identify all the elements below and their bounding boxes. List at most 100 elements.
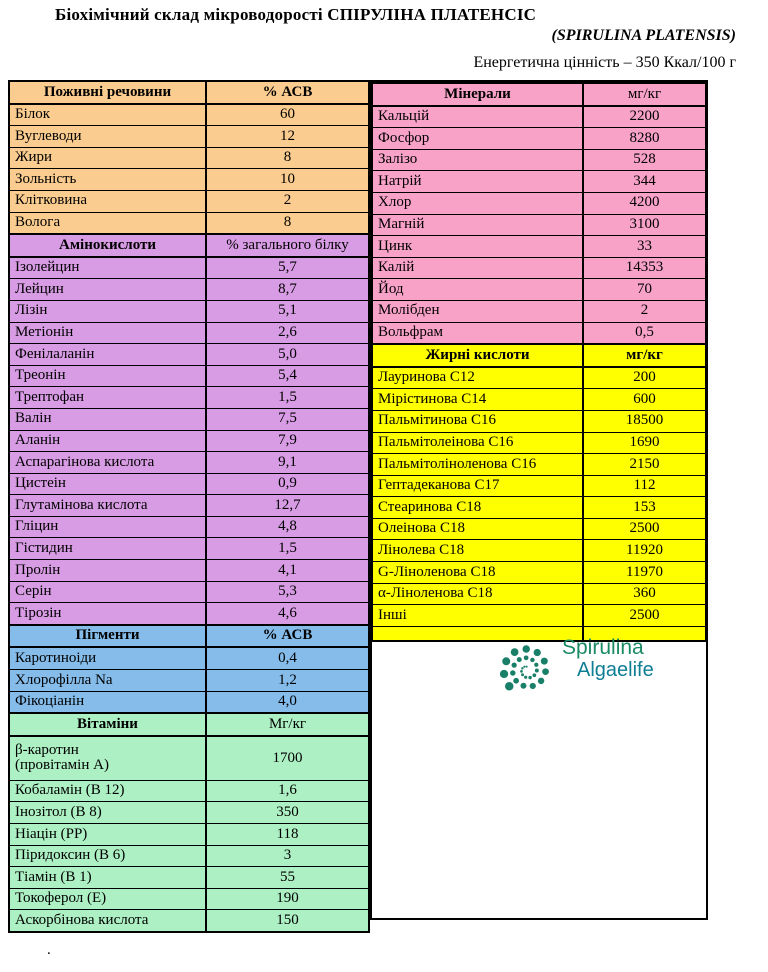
row-label-cell: Молібден <box>372 299 584 323</box>
data-row: Стеаринова С18 153 <box>372 496 706 519</box>
data-row: Метіонін 2,6 <box>8 321 370 345</box>
data-row: Серін 5,3 <box>8 580 370 604</box>
row-value-cell: 5,7 <box>205 256 370 280</box>
row-label-cell: Токоферол (Е) <box>8 887 207 911</box>
row-label-cell: Трептофан <box>8 386 207 409</box>
data-row: Мірістинова С14 600 <box>372 388 706 411</box>
row-label-cell: Серін <box>8 580 207 604</box>
data-row: Каротиноіди 0,4 <box>8 646 370 671</box>
row-label-cell: Цинк <box>372 235 584 258</box>
row-label-cell: Олеінова С18 <box>372 517 584 541</box>
data-row: β-каротин (провітамін А) 1700 <box>8 735 370 781</box>
data-row: Глутамінова кислота 12,7 <box>8 494 370 517</box>
data-row: Вуглеводи 12 <box>8 125 370 148</box>
row-value-cell: 12,7 <box>205 494 370 517</box>
row-label-cell: α-Ліноленова С18 <box>372 582 584 606</box>
row-value-cell: 0,9 <box>205 472 370 496</box>
row-value-cell: 1700 <box>205 735 370 781</box>
row-value-cell: 11970 <box>582 561 706 584</box>
row-value-cell: 60 <box>205 103 370 127</box>
row-value-cell: 344 <box>582 170 706 193</box>
row-label-cell: Лінолева С18 <box>372 539 584 563</box>
row-value-cell: 55 <box>205 866 370 889</box>
row-label-cell: Треонін <box>8 364 207 388</box>
row-label-cell: Зольність <box>8 168 207 191</box>
section-title-cell: Пігменти <box>8 623 207 649</box>
row-label-cell: G-Ліноленова С18 <box>372 561 584 584</box>
row-label-cell: Залізо <box>372 148 584 172</box>
row-value-cell: 1,5 <box>205 386 370 409</box>
row-label-cell: Волога <box>8 211 207 235</box>
logo-text: Spirulina Algaelife <box>562 636 654 681</box>
row-value-cell: 1,2 <box>205 669 370 692</box>
row-label-cell: Йод <box>372 278 584 301</box>
row-label-cell: Гліцин <box>8 515 207 539</box>
data-row: Фенілаланін 5,0 <box>8 343 370 366</box>
row-label-cell: Фікоціанін <box>8 690 207 714</box>
data-row: Магній 3100 <box>372 213 706 237</box>
right-composition-table: Мінерали мг/кг Кальцій 2200 Фосфор 8280 Залізо… <box>372 82 706 642</box>
row-label-cell: Вуглеводи <box>8 125 207 148</box>
row-value-cell: 2500 <box>582 517 706 541</box>
section-header-row: Мінерали мг/кг <box>372 82 706 107</box>
row-label-cell: Фосфор <box>372 127 584 150</box>
row-label-cell: Інозітол (В 8) <box>8 801 207 824</box>
row-value-cell: 2 <box>205 189 370 213</box>
row-label-cell: Аланін <box>8 429 207 453</box>
section-header-row: Вітаміни Мг/кг <box>8 712 370 737</box>
row-value-cell: 2,6 <box>205 321 370 345</box>
data-row: Гістидин 1,5 <box>8 537 370 561</box>
row-label-cell: Клітковина <box>8 189 207 213</box>
row-value-cell: 153 <box>582 496 706 519</box>
row-label-cell: Тірозін <box>8 602 207 626</box>
section-unit-cell: мг/кг <box>582 343 706 368</box>
row-label-cell: Фенілаланін <box>8 343 207 366</box>
section-unit-cell: мг/кг <box>582 82 706 107</box>
section-title-cell: Мінерали <box>372 82 584 107</box>
data-row: Пальмітинова С16 18500 <box>372 409 706 433</box>
left-composition-table: Поживні речовини% АСВ Білок 60 Вуглеводи 12 Ж… <box>8 80 370 933</box>
row-label-cell: Мірістинова С14 <box>372 388 584 411</box>
row-value-cell: 12 <box>205 125 370 148</box>
data-row: Аспарагінова кислота 9,1 <box>8 451 370 474</box>
section-title-cell: Поживні речовини <box>8 80 207 105</box>
data-row: Інозітол (В 8) 350 <box>8 801 370 824</box>
row-label-cell: Натрій <box>372 170 584 193</box>
data-row: Валін 7,5 <box>8 407 370 431</box>
row-value-cell: 8,7 <box>205 278 370 301</box>
row-label-cell: Лейцин <box>8 278 207 301</box>
data-row: Волога 8 <box>8 211 370 235</box>
row-value-cell: 4,8 <box>205 515 370 539</box>
data-row: Лейцин 8,7 <box>8 278 370 301</box>
row-value-cell: 2500 <box>582 604 706 627</box>
data-row: Піридоксин (В 6) 3 <box>8 844 370 868</box>
row-value-cell: 18500 <box>582 409 706 433</box>
row-label-cell: Лізін <box>8 299 207 323</box>
page-title: Біохімічний склад мікроводорості СПІРУЛІ… <box>55 5 537 24</box>
data-row: Інші 2500 <box>372 604 706 627</box>
row-value-cell: 2 <box>582 299 706 323</box>
row-label-cell: Магній <box>372 213 584 237</box>
row-value-cell: 33 <box>582 235 706 258</box>
data-row: Лауринова С12 200 <box>372 366 706 390</box>
data-row: Токоферол (Е) 190 <box>8 887 370 911</box>
logo-brand-subname: Algaelife <box>577 658 654 681</box>
row-value-cell: 8 <box>205 211 370 235</box>
row-value-cell: 9,1 <box>205 451 370 474</box>
data-row: Треонін 5,4 <box>8 364 370 388</box>
row-value-cell: 7,5 <box>205 407 370 431</box>
row-label-cell: Кобаламін (В 12) <box>8 779 207 803</box>
row-value-cell: 11920 <box>582 539 706 563</box>
data-row: Кальцій 2200 <box>372 105 706 129</box>
row-label-cell: Ніацін (РР) <box>8 823 207 846</box>
row-value-cell: 70 <box>582 278 706 301</box>
section-title-cell: Амінокислоти <box>8 233 207 258</box>
row-value-cell: 360 <box>582 582 706 606</box>
row-value-cell: 1690 <box>582 431 706 455</box>
row-value-cell: 5,1 <box>205 299 370 323</box>
row-label-cell: Вольфрам <box>372 321 584 345</box>
section-unit-cell: % АСВ <box>205 80 370 105</box>
row-value-cell: 150 <box>205 909 370 933</box>
data-row: Жири 8 <box>8 146 370 170</box>
row-label-cell: Пальмітолеінова С16 <box>372 431 584 455</box>
